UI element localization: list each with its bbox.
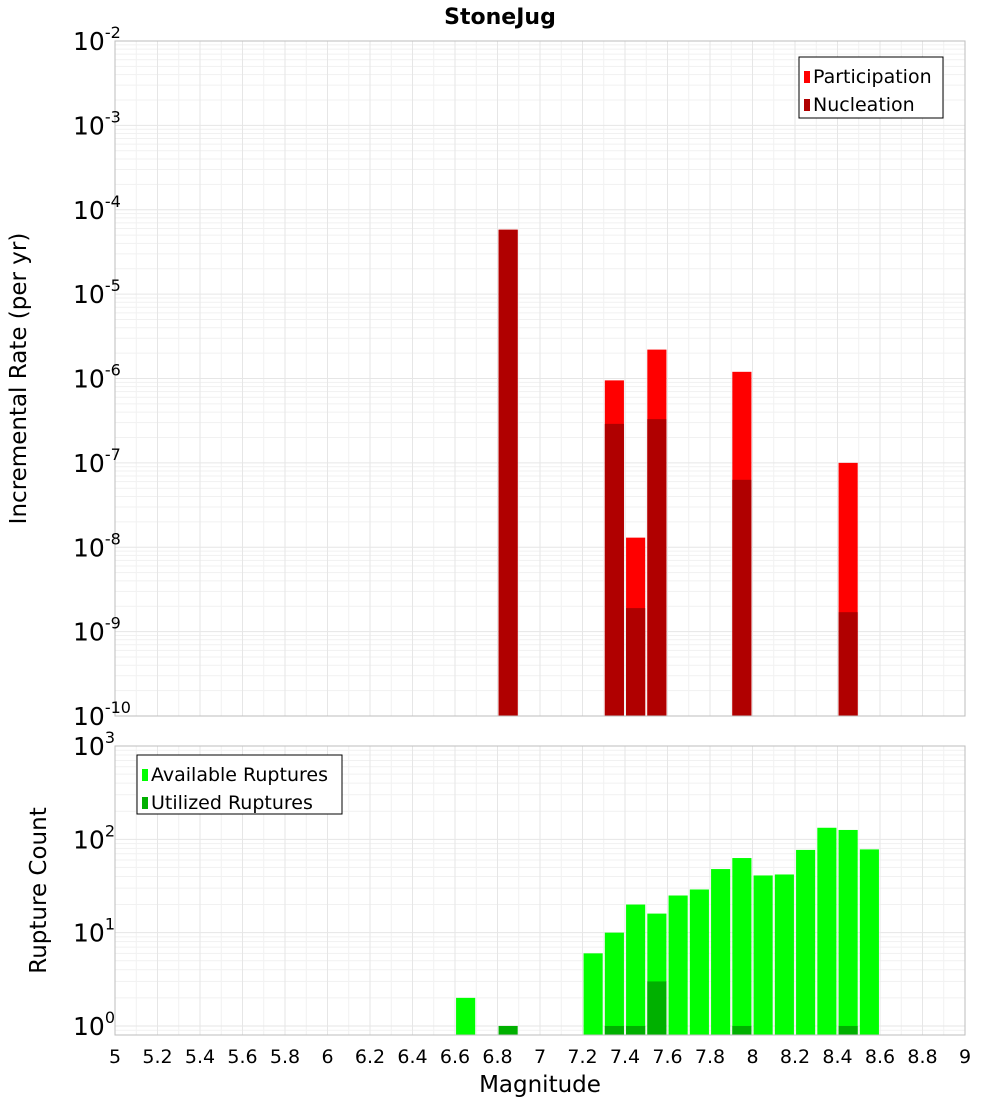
bar (626, 608, 646, 716)
bar (626, 904, 646, 1035)
y-tick-label: 10-4 (73, 192, 121, 225)
legend-box (136, 754, 343, 815)
y-tick-label: 102 (73, 821, 115, 854)
bar (753, 875, 773, 1035)
bar (668, 895, 688, 1035)
y-tick-label: 10-6 (73, 361, 121, 394)
bar (456, 997, 476, 1035)
bar (604, 932, 624, 1035)
bar (647, 981, 667, 1035)
legend-box (798, 56, 944, 119)
x-tick-label: 5.4 (185, 1046, 215, 1068)
plot-frame (114, 40, 966, 717)
y-tick-label: 10-5 (73, 276, 121, 309)
legend: Participation Nucleation (798, 56, 944, 119)
y-axis-label: Rupture Count (26, 807, 52, 973)
y-tick-label: 10-2 (73, 23, 121, 56)
y-tick-label: 10-8 (73, 529, 121, 562)
bar (689, 889, 709, 1035)
legend-label: Participation (813, 66, 932, 88)
y-tick-exponent: -7 (105, 445, 121, 464)
y-tick-label: 10-7 (73, 445, 121, 478)
bar (647, 419, 667, 716)
x-tick-label: 7.2 (567, 1046, 597, 1068)
x-tick-label: 7.4 (610, 1046, 640, 1068)
x-tick-label: 8.4 (822, 1046, 852, 1068)
rate-panel: 10-10 10-9 10-8 10-7 10-6 10-5 10-4 10-3 10-2 Inc… (6, 23, 966, 731)
x-tick-label: 6.6 (440, 1046, 470, 1068)
legend-swatch (804, 99, 810, 111)
legend-label: Utilized Ruptures (151, 792, 313, 814)
y-tick-exponent: 1 (105, 915, 115, 934)
legend-label: Nucleation (813, 94, 915, 116)
y-tick-exponent: -4 (105, 192, 121, 211)
x-tick-label: 6.4 (397, 1046, 427, 1068)
bar (774, 874, 794, 1035)
chart-title: StoneJug (444, 5, 556, 30)
y-tick-exponent: -8 (105, 529, 121, 548)
x-axis-label: Magnitude (479, 1072, 601, 1098)
bar (732, 479, 752, 716)
y-tick-exponent: -2 (105, 23, 121, 42)
y-tick-exponent: -5 (105, 276, 121, 295)
y-tick-label: 10-3 (73, 107, 121, 140)
y-tick-label: 10-10 (73, 698, 131, 731)
x-tick-label: 5.8 (270, 1046, 300, 1068)
x-tick-label: 5.6 (227, 1046, 257, 1068)
bar (796, 849, 816, 1035)
series-utilized-ruptures (498, 981, 858, 1035)
legend-label: Available Ruptures (151, 764, 328, 786)
bar (838, 612, 858, 716)
x-tick-label: 6.8 (482, 1046, 512, 1068)
legend-swatch (142, 797, 148, 809)
bar (732, 858, 752, 1035)
x-tick-label: 5 (109, 1046, 121, 1068)
y-axis-label: Incremental Rate (per yr) (6, 233, 32, 525)
y-tick-exponent: 3 (105, 728, 115, 747)
legend-swatch (142, 769, 148, 781)
y-tick-exponent: 2 (105, 821, 115, 840)
x-tick-label: 6 (321, 1046, 333, 1068)
x-tick-label: 8.6 (865, 1046, 895, 1068)
x-tick-label: 5.2 (142, 1046, 172, 1068)
y-tick-label: 101 (73, 915, 115, 948)
x-tick-label: 8.2 (780, 1046, 810, 1068)
bar (838, 1025, 858, 1035)
bar (817, 827, 837, 1035)
bar (626, 1025, 646, 1035)
bar (838, 829, 858, 1035)
x-tick-label: 6.2 (355, 1046, 385, 1068)
x-tick-label: 7.8 (695, 1046, 725, 1068)
bar (583, 953, 603, 1035)
y-tick-label: 10-9 (73, 614, 121, 647)
x-tick-label: 7.6 (652, 1046, 682, 1068)
y-tick-exponent: -9 (105, 614, 121, 633)
y-tick-exponent: -6 (105, 361, 121, 380)
x-tick-label: 9 (959, 1046, 971, 1068)
x-tick-label: 7 (534, 1046, 546, 1068)
legend: Available Ruptures Utilized Ruptures (136, 754, 343, 815)
legend-swatch (804, 71, 810, 83)
y-tick-exponent: 0 (105, 1008, 115, 1027)
bar (498, 1025, 518, 1035)
bar (498, 229, 518, 717)
y-tick-exponent: -3 (105, 107, 121, 126)
y-tick-label: 103 (73, 728, 115, 761)
plot-frame (114, 745, 966, 1036)
series-nucleation (498, 229, 858, 717)
x-tick-label: 8.8 (907, 1046, 937, 1068)
y-tick-label: 100 (73, 1008, 115, 1041)
bar (859, 849, 879, 1035)
bar (711, 869, 731, 1035)
bar (604, 1025, 624, 1035)
bar (732, 1025, 752, 1035)
y-tick-exponent: -10 (105, 698, 131, 717)
bar (604, 423, 624, 716)
x-tick-label: 8 (746, 1046, 758, 1068)
